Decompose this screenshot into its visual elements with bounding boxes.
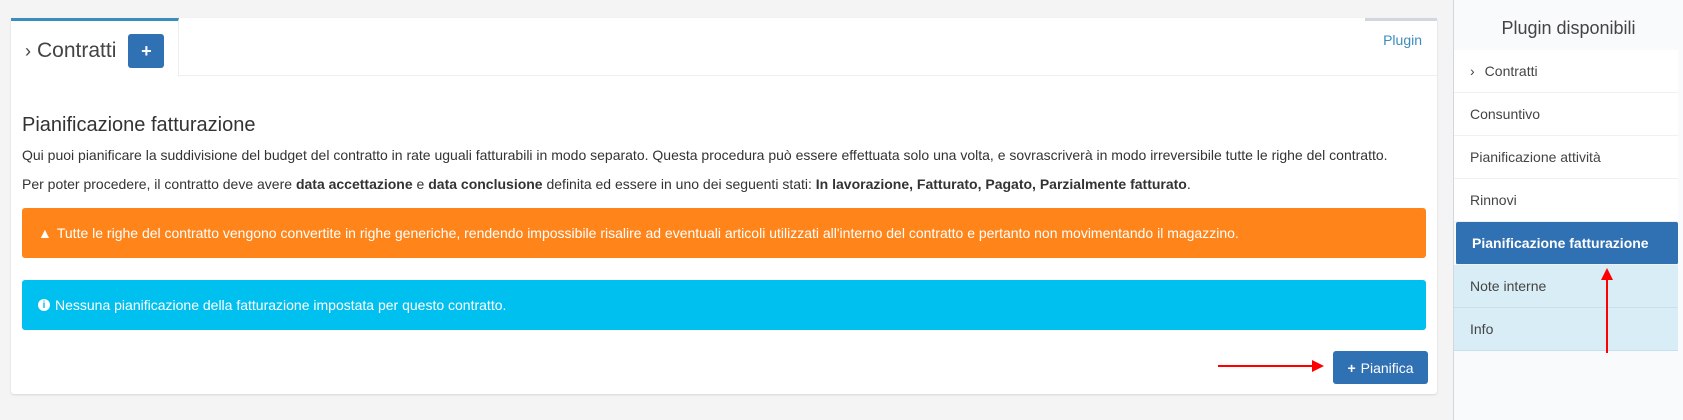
chevron-right-icon: › [25,40,31,61]
sidebar-item-note-interne[interactable]: Note interne [1454,265,1678,308]
sidebar-title: Plugin disponibili [1501,18,1636,38]
sidebar-item-contratti[interactable]: › Contratti [1454,50,1678,93]
warning-icon: ▲ [38,225,52,241]
annotation-arrow-vertical [1606,278,1608,353]
sidebar-item-info[interactable]: Info [1454,308,1678,351]
contract-panel: › Contratti + Plugin Pianificazione fatt… [11,18,1437,394]
plugin-tab-link[interactable]: Plugin [1383,32,1422,48]
info-text: Nessuna pianificazione della fatturazion… [55,297,507,313]
tab-bar: › Contratti + Plugin [11,18,1437,77]
add-contract-button[interactable]: + [128,34,165,68]
tab-contratti[interactable]: › Contratti + [11,18,179,77]
info-alert: i Nessuna pianificazione della fatturazi… [22,280,1426,330]
warning-alert: ▲ Tutte le righe del contratto vengono c… [22,208,1426,258]
chevron-right-icon: › [1470,63,1475,79]
sidebar-item-pianificazione-fatturazione[interactable]: Pianificazione fatturazione [1456,222,1678,265]
info-icon: i [38,299,50,311]
annotation-arrow-horizontal [1218,365,1314,367]
requirements-text: Per poter procedere, il contratto deve a… [22,176,1191,192]
sidebar-item-pianificazione-attivita[interactable]: Pianificazione attività [1454,136,1678,179]
tab-plugin-indicator [1365,18,1437,21]
annotation-arrowhead-up [1601,268,1613,280]
warning-text: Tutte le righe del contratto vengono con… [56,225,1239,241]
pianifica-label: Pianifica [1360,359,1414,376]
plugin-sidebar: Plugin disponibili › Contratti Consuntivo… [1453,0,1683,420]
sidebar-item-rinnovi[interactable]: Rinnovi [1454,179,1678,222]
tab-title: Contratti [37,39,117,62]
sidebar-item-label: Contratti [1484,63,1538,79]
intro-text: Qui puoi pianificare la suddivisione del… [22,147,1388,163]
annotation-arrowhead-right [1312,360,1324,372]
section-heading: Pianificazione fatturazione [22,114,256,136]
pianifica-button[interactable]: + Pianifica [1333,351,1428,384]
plus-icon: + [1347,359,1356,376]
sidebar-item-consuntivo[interactable]: Consuntivo [1454,93,1678,136]
